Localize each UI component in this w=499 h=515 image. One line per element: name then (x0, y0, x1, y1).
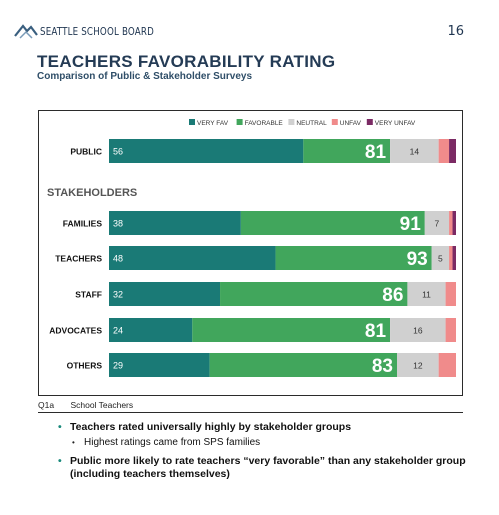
page-title: TEACHERS FAVORABILITY RATING (37, 52, 336, 71)
data-label-neutral: 12 (413, 361, 423, 371)
chart-frame: VERY FAV FAVORABLE NEUTRAL UNFAV VERY UNFAV S… (38, 110, 463, 396)
category-label: FAMILIES (63, 219, 103, 229)
bar-segment (452, 246, 456, 270)
legend-swatch (189, 119, 195, 125)
finding-1: Teachers rated universally highly by sta… (58, 421, 478, 434)
data-label-very-fav: 29 (113, 361, 123, 371)
bar-segment (390, 318, 446, 342)
bar-segment (192, 318, 391, 342)
legend-swatch (366, 119, 373, 125)
finding-2: Public more likely to rate teachers “ver… (58, 455, 478, 481)
data-label-neutral: 14 (410, 147, 420, 157)
page-number: 16 (447, 24, 464, 39)
footer-divider (38, 412, 463, 413)
bar-segment (109, 139, 304, 163)
data-label-neutral: 7 (435, 219, 440, 229)
stacked-bar-chart: VERY FAV FAVORABLE NEUTRAL UNFAV VERY UNFAV S… (47, 119, 456, 377)
seattle-school-board-logo (14, 24, 38, 39)
legend-label: VERY FAV (197, 120, 229, 127)
bar-segment (390, 139, 439, 163)
bar-segment (220, 282, 408, 306)
finding-1-detail: Highest ratings came from SPS families (58, 436, 478, 449)
data-label-very-fav: 38 (113, 219, 123, 229)
question-label: School Teachers (70, 400, 134, 410)
category-label: OTHERS (67, 361, 103, 371)
bar-segment (109, 246, 276, 270)
data-label-total-favorable: 81 (365, 142, 387, 163)
header: SEATTLE SCHOOL BOARD 16 (14, 22, 464, 42)
section-label-stakeholders: STAKEHOLDERS (47, 187, 137, 199)
category-label: ADVOCATES (49, 326, 102, 336)
data-label-very-fav: 32 (113, 290, 123, 300)
bar-segment (431, 246, 450, 270)
bar-segment (109, 353, 210, 377)
category-label: TEACHERS (55, 254, 102, 264)
legend-label: VERY UNFAV (375, 120, 416, 127)
bar-segment (303, 139, 391, 163)
bar-segment (445, 318, 456, 342)
bar-segment (109, 282, 221, 306)
bar-segment (275, 246, 432, 270)
data-label-total-favorable: 93 (407, 249, 428, 270)
bar-segment (424, 211, 450, 235)
legend-label: NEUTRAL (296, 120, 327, 127)
data-label-total-favorable: 91 (400, 214, 422, 235)
legend-swatch (331, 119, 338, 125)
question-footer: Q1a School Teachers (38, 400, 147, 410)
brand-name: SEATTLE SCHOOL BOARD (40, 25, 155, 38)
legend-swatch (288, 119, 295, 125)
bar-segment (407, 282, 446, 306)
category-label: PUBLIC (70, 147, 102, 157)
bar-segment (397, 353, 439, 377)
legend-label: UNFAV (340, 120, 362, 127)
bar-segment (449, 139, 456, 163)
bar-segment (438, 353, 456, 377)
bar-segment (209, 353, 398, 377)
key-findings: Teachers rated universally highly by sta… (58, 418, 478, 481)
data-label-neutral: 5 (438, 254, 443, 264)
category-label: STAFF (75, 290, 102, 300)
bar-segment (438, 139, 450, 163)
bar-segment (449, 246, 453, 270)
data-label-neutral: 16 (413, 326, 423, 336)
question-id: Q1a (38, 400, 55, 410)
data-label-very-fav: 56 (113, 147, 123, 157)
bar-segment (109, 211, 241, 235)
bar-segment (109, 318, 193, 342)
legend-label: FAVORABLE (245, 120, 284, 127)
data-label-very-fav: 24 (113, 326, 123, 336)
data-label-total-favorable: 83 (372, 356, 393, 377)
data-label-total-favorable: 81 (365, 321, 387, 342)
page-subtitle: Comparison of Public & Stakeholder Surve… (37, 71, 253, 82)
bar-segment (240, 211, 425, 235)
legend-swatch (236, 119, 243, 125)
data-label-very-fav: 48 (113, 254, 123, 264)
bar-segment (449, 211, 453, 235)
data-label-neutral: 11 (422, 290, 431, 300)
bar-segment (445, 282, 456, 306)
bar-segment (452, 211, 456, 235)
data-label-total-favorable: 86 (382, 285, 403, 306)
